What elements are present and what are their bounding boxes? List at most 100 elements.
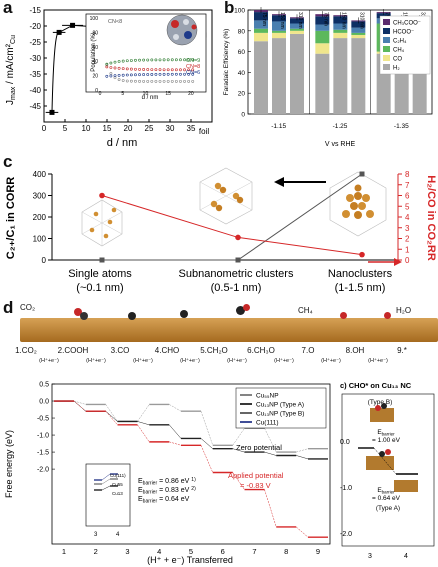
category-label-nanoclusters: Nanoclusters xyxy=(328,268,393,280)
panel-a-inset-xtick: 0 xyxy=(99,91,102,97)
panel-b-size-label: 150 nm xyxy=(340,12,346,29)
panel-d-connector xyxy=(296,526,309,538)
panel-a-inset-point xyxy=(150,79,154,83)
panel-a-inset-point xyxy=(150,73,154,76)
panel-a-inset-point xyxy=(162,72,166,76)
panel-b-bar-segment xyxy=(315,53,330,114)
panel-a-inset-point xyxy=(179,58,182,62)
panel-d-connector xyxy=(264,489,277,528)
panel-a-inset-curves: 0 5 10 15 20 0 20 40 60 80 100 xyxy=(90,16,195,97)
panel-a-inset-point xyxy=(121,67,125,71)
inset-label-cu13: Cu13 xyxy=(112,491,123,496)
panel-a-inset-point xyxy=(142,79,146,83)
panel-b-legend-label: CH₄ xyxy=(393,48,405,54)
oxygen-atom-icon xyxy=(243,304,250,311)
panel-c-ytick-right-label: 2 xyxy=(405,235,410,244)
panel-a-trend-line xyxy=(51,24,204,113)
panel-a-inset-point xyxy=(162,58,166,62)
panel-a-inset-xlabel: d / nm xyxy=(142,95,159,101)
panel-a-inset-point xyxy=(158,58,162,62)
panel-b-bar-segment xyxy=(290,30,304,34)
panel-d-connector xyxy=(264,428,277,453)
panel-a-inset-point xyxy=(146,58,150,62)
panel-a-inset-xtick: 5 xyxy=(121,91,124,97)
svg-text:Ebarrier= 0.86 eV1): Ebarrier = 0.86 eV 1) xyxy=(138,477,196,487)
panel-a-inset-point xyxy=(117,78,121,82)
panel-a-inset-point xyxy=(121,73,125,77)
panel-b-bar-segment xyxy=(351,27,366,33)
panel-a-inset-point xyxy=(109,74,113,78)
left-arrow-icon xyxy=(274,177,284,187)
panel-d-xtick-label: 3 xyxy=(125,547,129,556)
panel-b-legend-label: C₂H₄ xyxy=(393,39,407,45)
panel-a-inset-point xyxy=(138,73,141,77)
panel-d-sub-c: c) CHO* on Cu₁₃ NC (Type B) Ebarrier = 1… xyxy=(340,381,435,560)
panel-a-ytick-label: -35 xyxy=(29,70,41,79)
panel-a-inset-point xyxy=(179,68,182,72)
panel-b-bar-segment xyxy=(333,32,348,39)
sub-c-barrier-a: = 0.64 eV xyxy=(372,495,401,502)
single-atoms-illustration xyxy=(81,199,123,247)
panel-b-bar-segment xyxy=(376,13,391,19)
panel-b-group-label: -1.15 xyxy=(271,123,286,130)
panel-d-inset-connector xyxy=(101,473,111,481)
svg-text:Ebarrier= 0.83 eV2): Ebarrier = 0.83 eV 2) xyxy=(138,486,196,496)
panel-b-ylabel: Faradaic Efficiency (%) xyxy=(223,29,230,96)
panel-c-ytick-right-label: 5 xyxy=(405,202,410,211)
panel-d-connector xyxy=(169,404,182,412)
panel-a-inset-point xyxy=(146,73,150,76)
panel-a-inset-xtick: 15 xyxy=(165,91,171,97)
panel-b-bar-segment xyxy=(351,38,366,114)
panel-a-inset-point xyxy=(154,58,158,62)
panel-d-ytick-label: -1.0 xyxy=(37,433,49,440)
panel-a-inset-xtick: 10 xyxy=(143,91,149,97)
panel-b-ticks: 0 20 40 60 80 100 xyxy=(234,8,251,119)
panel-a-inset-point xyxy=(121,59,125,63)
panel-d-inset-frame xyxy=(85,463,131,527)
panel-a-ticks: 0 5 10 15 20 25 30 35 -45 -40 -35 -30 -25 -20 -15 xyxy=(29,6,196,133)
panel-d-connector xyxy=(169,441,182,446)
panel-a-point xyxy=(49,109,55,115)
panel-a-inset-point xyxy=(138,79,141,83)
panel-a-xtick-label: 35 xyxy=(187,124,196,133)
sub-c-ebarrier-a: Ebarrier xyxy=(377,487,395,495)
panel-a-inset-point xyxy=(170,72,174,76)
panel-a-inset-point xyxy=(187,58,191,62)
sub-c-frame xyxy=(341,393,435,547)
panel-d-inset-lines xyxy=(94,473,118,491)
panel-d-xtick-label: 2 xyxy=(94,547,98,556)
panel-a-inset-point xyxy=(187,72,191,76)
panel-b-ytick-label: 20 xyxy=(238,91,246,98)
panel-b-bar-segment xyxy=(290,33,304,114)
panel-d-connector xyxy=(200,445,213,473)
panel-c-ytick-left-label: 400 xyxy=(33,170,47,179)
copper-surface-strip xyxy=(20,318,438,342)
panel-a-inset-point xyxy=(109,66,113,69)
panel-a-inset-point xyxy=(134,58,137,62)
panel-a-inset-point xyxy=(125,67,129,71)
panel-c-ytick-right-label: 7 xyxy=(405,181,410,190)
panel-a-inset-ytick: 80 xyxy=(92,30,98,36)
inset-label-cu55: Cu55 xyxy=(112,482,123,487)
panel-d-legend: Cu₅₅NP Cu₁₃NP (Type A) Cu₁₃NP (Type B) Cu(1… xyxy=(235,387,327,429)
nanoparticle-sphere-icon xyxy=(166,14,198,46)
panel-a-inset-point xyxy=(125,59,129,63)
panel-c-left-point xyxy=(99,257,105,263)
panel-b-legend: CH₃COO⁻ HCOO⁻ C₂H₄ CH₄ CO H₂ xyxy=(379,15,431,75)
panel-c-ylabel-right: H₂/CO in CO₂RR xyxy=(425,175,437,261)
panel-c-left-point xyxy=(359,171,365,177)
panel-b-ytick-label: 100 xyxy=(234,8,245,15)
panel-d-structures: CO₂ CH₄ H₂O 1.CO₂ 2.COOH (H⁺+e⁻) 3.CO (H⁺+e⁻… xyxy=(0,298,438,378)
panel-a-inset-point xyxy=(158,72,162,76)
panel-b-bar-segment xyxy=(272,32,286,39)
sub-c-ebarrier-b: Ebarrier xyxy=(377,429,395,437)
panel-b-bar-segment xyxy=(351,21,366,28)
step-label: 7.O xyxy=(301,346,315,355)
step-sublabel: (H⁺+e⁻) xyxy=(368,358,388,364)
panel-d-connector xyxy=(232,472,245,490)
panel-d-xtick-label: 6 xyxy=(221,547,225,556)
category-label-single-atoms: Single atoms xyxy=(68,268,132,280)
panel-label-b: b xyxy=(224,0,235,17)
panel-b-legend-label: CO xyxy=(393,57,402,63)
panel-c-ytick-left-label: 0 xyxy=(42,256,47,265)
